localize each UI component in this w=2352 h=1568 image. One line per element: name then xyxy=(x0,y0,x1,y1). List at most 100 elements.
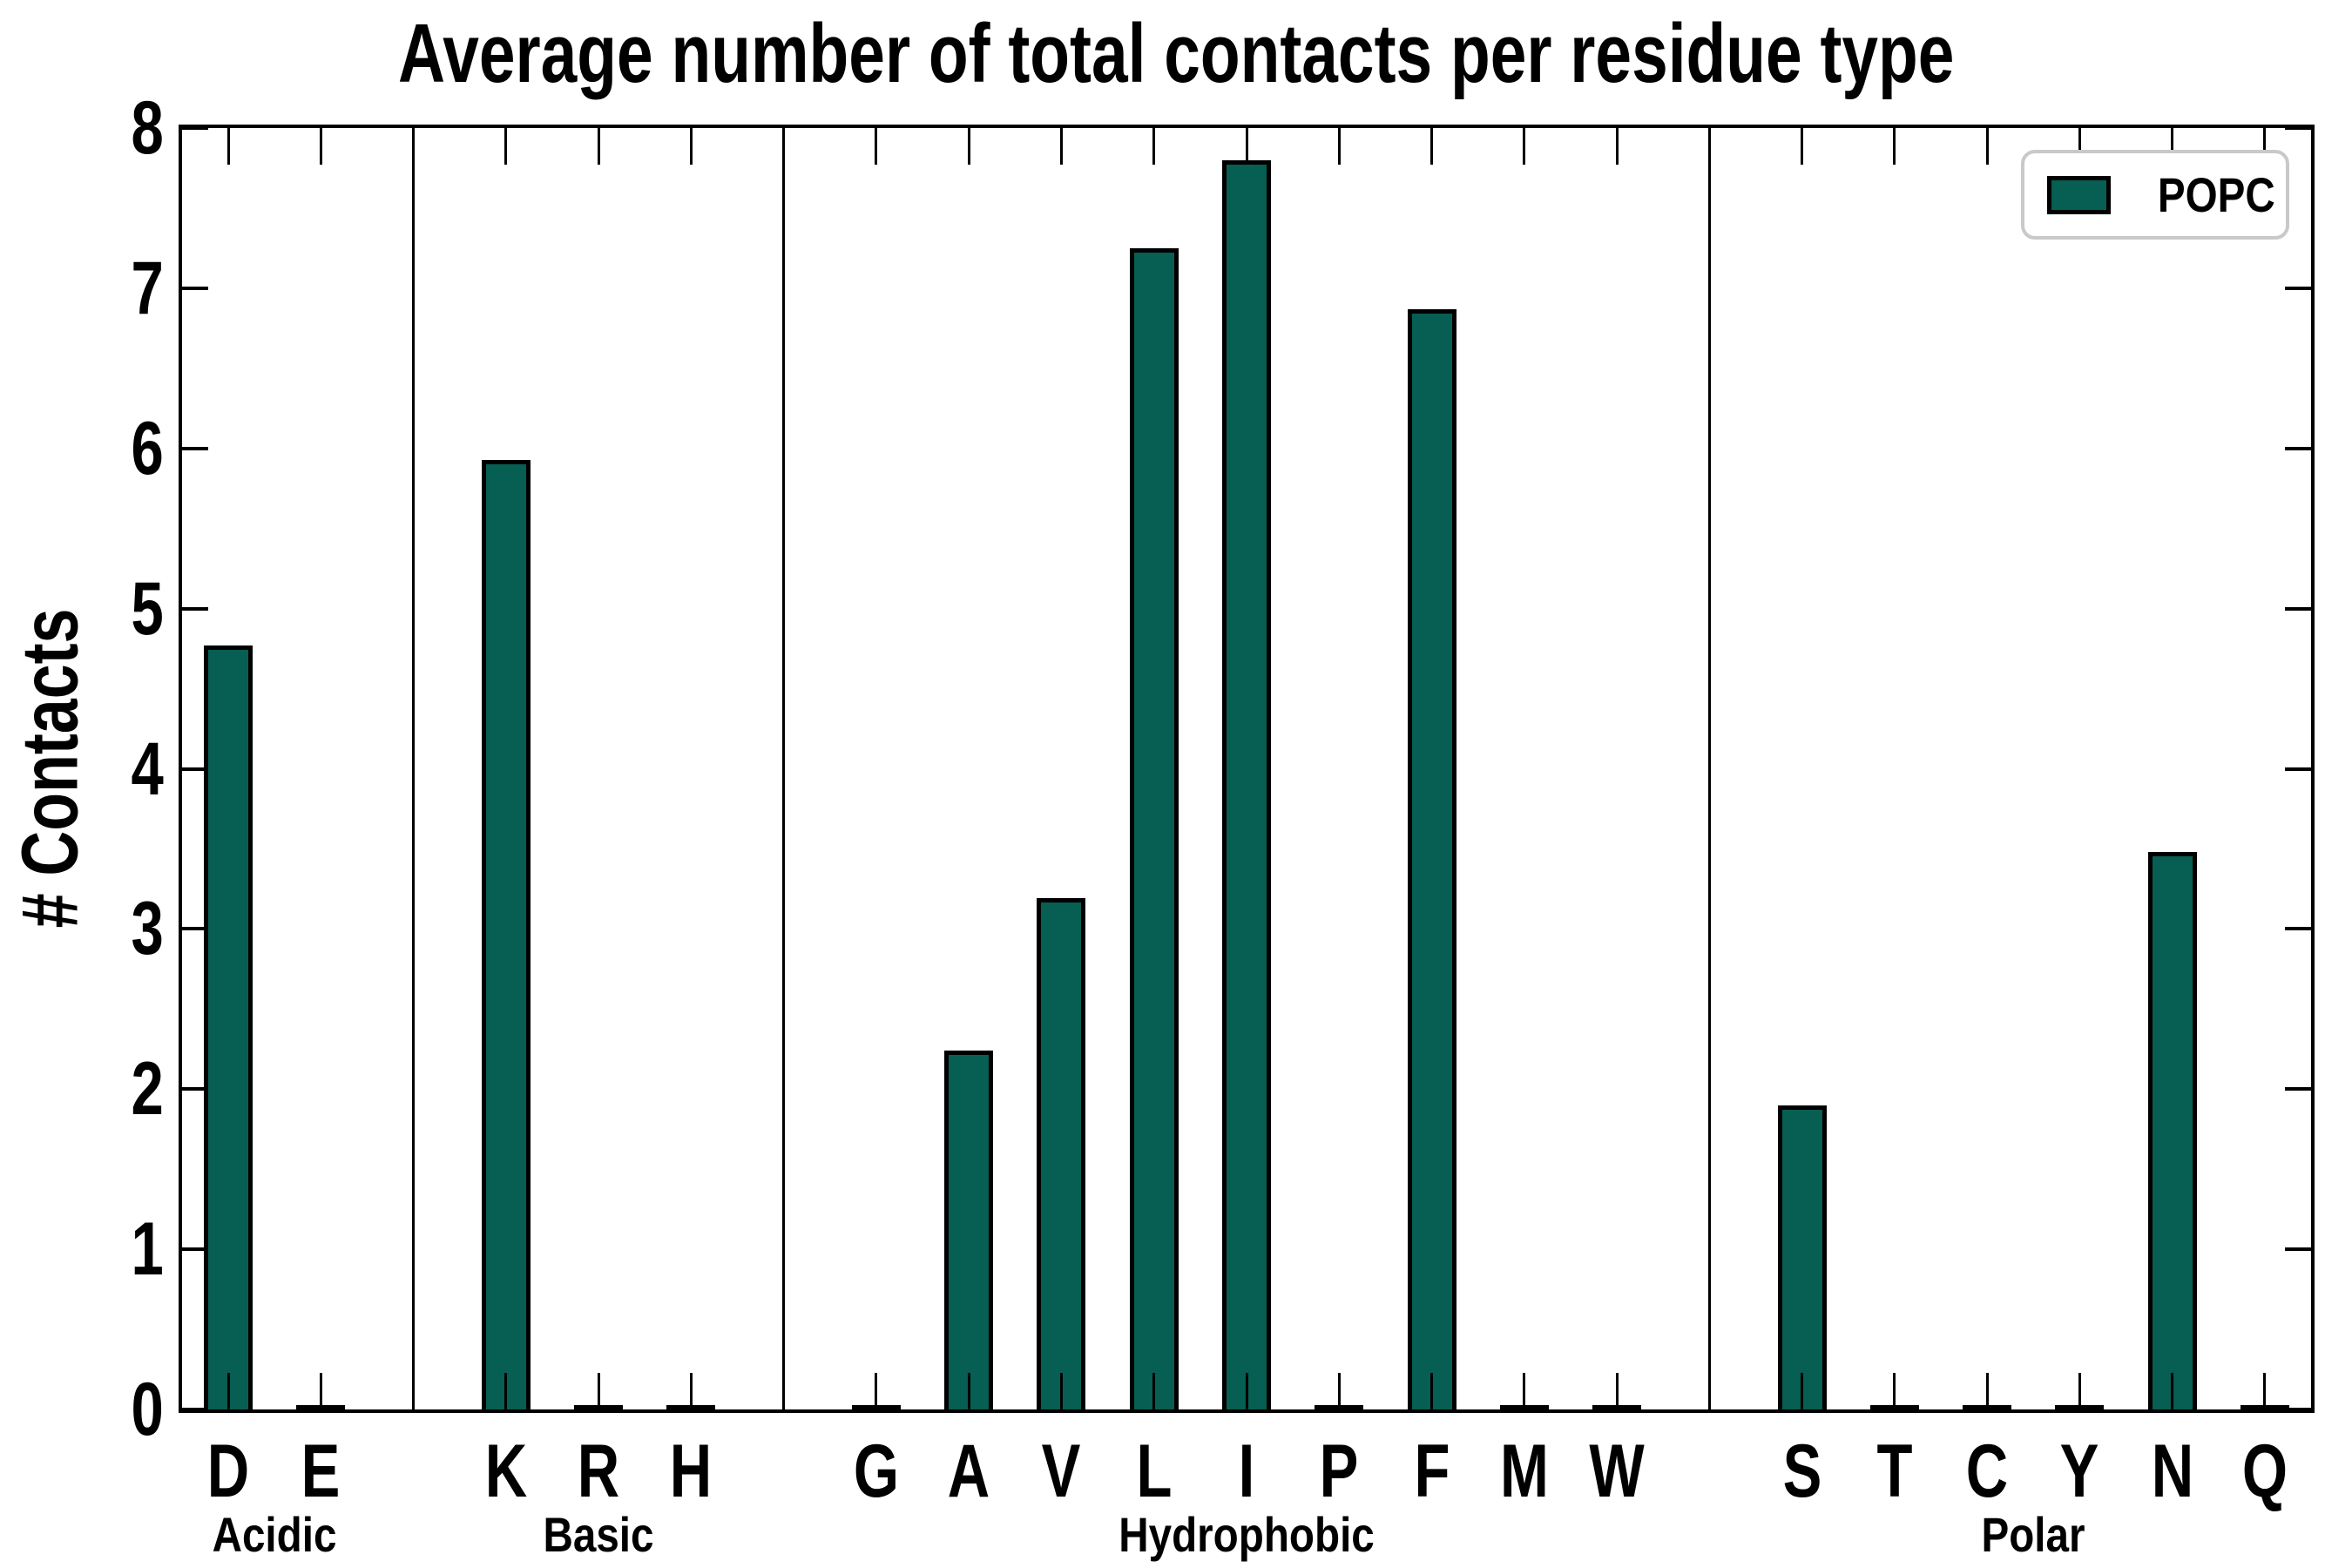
tick-x-top-K xyxy=(504,128,508,165)
x-tick-label-A: A xyxy=(942,1434,996,1509)
tick-y-right-0 xyxy=(2285,1408,2311,1411)
tick-x-bottom-D xyxy=(226,1373,230,1409)
y-tick-label-1: 1 xyxy=(122,1212,164,1287)
bar-I xyxy=(1222,159,1271,1409)
bar-V xyxy=(1037,898,1086,1409)
tick-x-bottom-C xyxy=(1985,1373,1989,1409)
y-tick-label-6: 6 xyxy=(122,411,164,486)
tick-x-top-Y xyxy=(2078,128,2081,165)
tick-x-bottom-V xyxy=(1059,1373,1063,1409)
group-label-polar: Polar xyxy=(1972,1511,2094,1559)
x-tick-label-text-V: V xyxy=(1042,1429,1081,1513)
group-label-basic: Basic xyxy=(533,1511,663,1559)
group-label-text-polar: Polar xyxy=(1981,1507,2085,1562)
tick-x-top-D xyxy=(226,128,230,165)
x-tick-label-text-L: L xyxy=(1136,1429,1173,1513)
x-tick-label-W: W xyxy=(1581,1434,1652,1509)
tick-x-top-L xyxy=(1152,128,1156,165)
tick-x-bottom-R xyxy=(597,1373,600,1409)
x-tick-label-text-W: W xyxy=(1589,1429,1645,1513)
y-tick-label-4: 4 xyxy=(122,732,164,807)
bar-A xyxy=(944,1051,994,1409)
tick-x-bottom-F xyxy=(1430,1373,1434,1409)
y-tick-label-text-5: 5 xyxy=(131,566,164,651)
tick-x-bottom-W xyxy=(1615,1373,1619,1409)
x-tick-label-text-F: F xyxy=(1414,1429,1450,1513)
x-tick-label-text-H: H xyxy=(670,1429,713,1513)
tick-x-top-R xyxy=(597,128,600,165)
tick-y-right-4 xyxy=(2285,767,2311,771)
tick-y-left-7 xyxy=(182,286,208,290)
x-tick-label-text-Y: Y xyxy=(2059,1429,2099,1513)
x-tick-label-F: F xyxy=(1409,1434,1455,1509)
tick-y-right-7 xyxy=(2285,286,2311,290)
tick-x-bottom-A xyxy=(967,1373,970,1409)
x-tick-label-text-P: P xyxy=(1319,1429,1359,1513)
tick-y-left-6 xyxy=(182,446,208,450)
group-label-text-acidic: Acidic xyxy=(212,1507,337,1562)
tick-x-top-S xyxy=(1801,128,1804,165)
tick-x-top-P xyxy=(1337,128,1341,165)
plot-inner xyxy=(182,126,2311,1411)
tick-x-top-Q xyxy=(2263,128,2267,165)
group-label-text-hydrophobic: Hydrophobic xyxy=(1119,1507,1375,1562)
plot-area xyxy=(179,125,2315,1413)
x-tick-label-text-T: T xyxy=(1876,1429,1913,1513)
tick-y-right-8 xyxy=(2285,126,2311,130)
tick-y-right-2 xyxy=(2285,1087,2311,1092)
x-tick-label-R: R xyxy=(571,1434,625,1509)
bar-N xyxy=(2147,852,2197,1409)
x-tick-label-D: D xyxy=(201,1434,255,1509)
x-tick-label-text-S: S xyxy=(1782,1429,1821,1513)
tick-x-bottom-L xyxy=(1152,1373,1156,1409)
x-tick-label-text-I: I xyxy=(1238,1429,1255,1513)
tick-y-left-4 xyxy=(182,767,208,771)
chart-title: Average number of total contacts per res… xyxy=(0,12,2352,96)
x-tick-label-G: G xyxy=(848,1434,906,1509)
y-tick-label-3: 3 xyxy=(122,891,164,966)
tick-y-right-6 xyxy=(2285,446,2311,450)
bar-D xyxy=(204,645,253,1409)
y-tick-label-0: 0 xyxy=(122,1372,164,1447)
x-tick-label-text-E: E xyxy=(301,1429,341,1513)
tick-x-top-H xyxy=(689,128,693,165)
chart-title-text: Average number of total contacts per res… xyxy=(397,7,1955,100)
x-tick-label-text-G: G xyxy=(853,1429,900,1513)
y-tick-label-text-3: 3 xyxy=(131,887,164,971)
tick-x-top-E xyxy=(319,128,322,165)
legend: POPC xyxy=(2021,150,2289,240)
x-tick-label-text-N: N xyxy=(2151,1429,2193,1513)
x-tick-label-text-M: M xyxy=(1499,1429,1549,1513)
tick-x-bottom-Y xyxy=(2078,1373,2081,1409)
x-tick-label-E: E xyxy=(296,1434,346,1509)
tick-y-right-1 xyxy=(2285,1247,2311,1252)
bar-L xyxy=(1129,247,1179,1409)
legend-label: POPC xyxy=(2147,170,2286,220)
tick-y-left-0 xyxy=(182,1408,208,1411)
x-tick-label-text-K: K xyxy=(484,1429,528,1513)
y-tick-label-text-7: 7 xyxy=(131,246,164,330)
tick-x-top-A xyxy=(967,128,970,165)
y-tick-label-text-2: 2 xyxy=(131,1047,164,1132)
tick-y-left-2 xyxy=(182,1087,208,1092)
tick-x-bottom-T xyxy=(1893,1373,1896,1409)
group-separator xyxy=(412,128,416,1409)
tick-x-top-G xyxy=(875,128,878,165)
group-separator xyxy=(782,128,786,1409)
y-tick-label-2: 2 xyxy=(122,1051,164,1126)
x-tick-label-M: M xyxy=(1493,1434,1556,1509)
y-tick-label-text-1: 1 xyxy=(131,1207,164,1292)
tick-x-bottom-M xyxy=(1523,1373,1526,1409)
x-tick-label-Y: Y xyxy=(2055,1434,2105,1509)
tick-y-right-3 xyxy=(2285,927,2311,931)
x-tick-label-K: K xyxy=(479,1434,533,1509)
tick-x-bottom-E xyxy=(319,1373,322,1409)
tick-x-top-T xyxy=(1893,128,1896,165)
tick-y-left-5 xyxy=(182,606,208,611)
tick-x-top-V xyxy=(1059,128,1063,165)
y-tick-label-5: 5 xyxy=(122,571,164,646)
x-tick-label-T: T xyxy=(1872,1434,1918,1509)
bar-K xyxy=(481,459,531,1409)
y-tick-label-8: 8 xyxy=(122,91,164,166)
